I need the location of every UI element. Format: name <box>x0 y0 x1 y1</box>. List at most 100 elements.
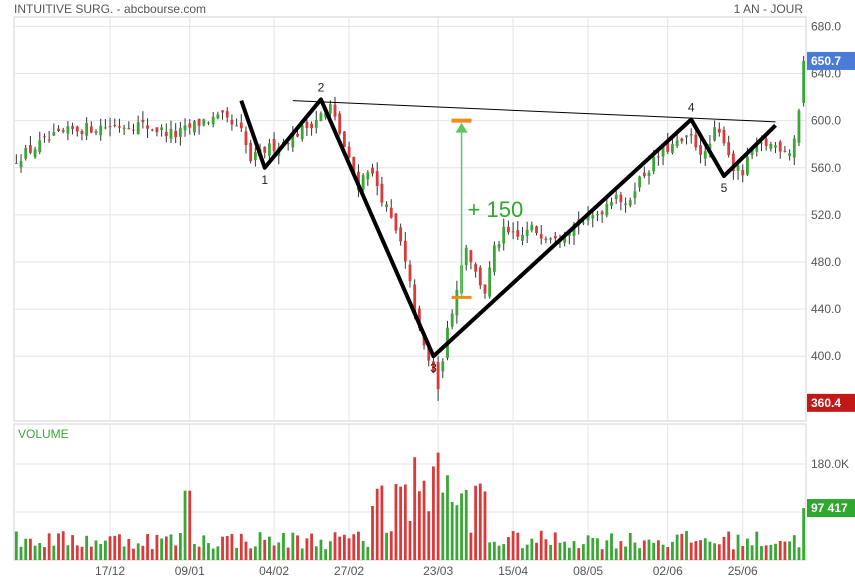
volume-bar <box>268 536 271 560</box>
candle-body <box>507 226 510 233</box>
candle-body <box>436 362 440 390</box>
candle-body <box>333 104 337 117</box>
candle-body <box>633 191 637 199</box>
volume-bar <box>357 531 360 560</box>
volume-bar <box>610 533 613 560</box>
volume-bar <box>652 542 656 560</box>
candle-body <box>525 229 529 236</box>
volume-bar <box>703 538 707 560</box>
pattern-point-label: 5 <box>721 181 728 195</box>
candle-body <box>647 172 651 177</box>
price-tick-label: 440.0 <box>811 302 841 316</box>
candle-body <box>769 143 773 149</box>
candle-body <box>211 116 215 125</box>
volume-bar <box>713 543 717 560</box>
volume-bar <box>328 541 332 560</box>
candle-body <box>764 138 768 146</box>
volume-bar <box>89 546 93 560</box>
candle-body <box>581 222 585 224</box>
volume-bar <box>802 508 806 560</box>
candle-body <box>291 132 295 148</box>
candle-body <box>272 138 276 152</box>
candle-body <box>572 223 576 236</box>
candle-body <box>746 156 749 175</box>
candle-body <box>375 171 379 186</box>
candle-body <box>66 126 70 134</box>
volume-bar <box>113 535 117 560</box>
candle-body <box>263 146 267 153</box>
volume-bar <box>305 538 309 560</box>
volume-bar <box>300 548 304 560</box>
low-price-badge-bg <box>807 393 855 412</box>
candle-body <box>268 143 271 156</box>
candle-body <box>638 176 642 188</box>
volume-bar <box>188 490 192 560</box>
candle-body <box>80 130 84 135</box>
volume-bar <box>324 549 328 560</box>
volume-bar <box>118 534 121 560</box>
candle-body <box>774 145 777 148</box>
volume-bar <box>150 549 154 560</box>
volume-bar <box>797 547 801 560</box>
volume-bar <box>282 532 285 560</box>
volume-bar <box>549 544 552 560</box>
date-tick-label: 04/02 <box>259 564 289 578</box>
candle-body <box>310 123 313 129</box>
volume-bar <box>572 541 576 560</box>
candle-body <box>652 156 656 172</box>
candle-body <box>239 122 243 129</box>
candle-body <box>385 204 388 208</box>
candle-body <box>155 127 159 133</box>
volume-bar <box>478 483 482 560</box>
volume-bar <box>310 533 313 560</box>
candle-body <box>549 238 552 240</box>
candle-body <box>502 226 506 244</box>
candle-body <box>610 201 613 206</box>
pattern-point-label: 3 <box>430 361 437 375</box>
volume-bar <box>605 540 609 560</box>
volume-bar <box>699 540 702 560</box>
candle-body <box>94 131 98 134</box>
candle-body <box>464 247 468 266</box>
low-price-badge: 360.4 <box>811 396 841 410</box>
candle-body <box>642 172 646 177</box>
candle-body <box>722 129 726 144</box>
candle-body <box>43 136 46 138</box>
volume-bar <box>122 546 126 560</box>
candle-body <box>366 172 370 180</box>
last-price-badge: 650.7 <box>811 54 841 68</box>
candle-body <box>783 150 787 152</box>
volume-bar <box>239 533 243 560</box>
candle-body <box>141 119 145 123</box>
volume-bar <box>642 540 646 560</box>
candle-body <box>600 211 604 215</box>
candle-body <box>671 143 674 153</box>
candle-body <box>188 123 192 128</box>
volume-bar <box>211 548 215 560</box>
candle-body <box>492 245 496 272</box>
volume-bar <box>43 547 46 560</box>
volume-bar <box>347 538 351 560</box>
pattern-point-label: 4 <box>688 100 695 114</box>
candle-body <box>371 167 374 174</box>
candle-body <box>432 361 435 373</box>
volume-bar <box>57 533 60 560</box>
volume-bar <box>497 545 501 560</box>
volume-bar <box>511 531 515 560</box>
candle-body <box>225 111 229 118</box>
candle-body <box>713 127 717 141</box>
volume-bar <box>441 492 445 560</box>
candle-body <box>319 113 323 121</box>
candle-body <box>113 125 117 127</box>
candle-body <box>202 119 206 126</box>
volume-bar <box>694 541 698 560</box>
volume-bar <box>277 542 281 560</box>
candle-body <box>605 203 609 216</box>
candle-body <box>89 126 93 133</box>
candle-body <box>103 127 107 129</box>
volume-bar <box>680 533 684 560</box>
volume-bar <box>394 483 398 560</box>
last-volume-badge: 97 417 <box>811 501 848 515</box>
volume-bar <box>61 531 65 560</box>
volume-bar <box>235 547 239 560</box>
